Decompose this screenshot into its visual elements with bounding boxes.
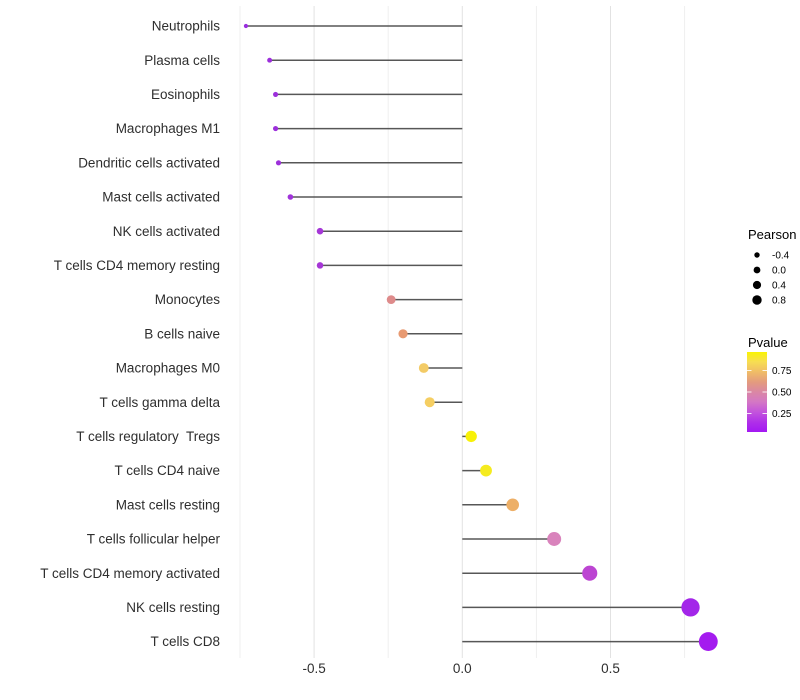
lollipop-dot bbox=[273, 126, 279, 132]
y-axis-label: Macrophages M1 bbox=[116, 121, 220, 136]
lollipop-dot bbox=[418, 363, 429, 373]
y-axis-label: T cells CD4 memory activated bbox=[40, 566, 220, 581]
lollipop-row: NK cells resting bbox=[126, 598, 700, 617]
lollipop-dot bbox=[316, 227, 324, 235]
lollipop-row: Eosinophils bbox=[151, 87, 463, 102]
lollipop-row: B cells naive bbox=[144, 326, 463, 341]
y-axis-label: Neutrophils bbox=[152, 19, 221, 34]
legend-size-dot bbox=[753, 266, 761, 274]
legend-colorbar-label: 0.25 bbox=[772, 409, 792, 420]
y-axis-label: T cells CD8 bbox=[150, 634, 220, 649]
lollipop-row: T cells CD4 naive bbox=[114, 463, 492, 478]
lollipop-row: Macrophages M1 bbox=[116, 121, 463, 136]
lollipop-row: T cells follicular helper bbox=[87, 532, 562, 547]
lollipop-row: Macrophages M0 bbox=[116, 361, 463, 376]
y-axis-label: NK cells resting bbox=[126, 600, 220, 615]
lollipop-row: Dendritic cells activated bbox=[78, 155, 463, 170]
legend-size-label: -0.4 bbox=[772, 251, 790, 262]
legend-colorbar-label: 0.50 bbox=[772, 388, 792, 399]
lollipop-dot bbox=[243, 23, 249, 29]
legend-title: Pvalue bbox=[748, 335, 788, 350]
y-axis-label: Eosinophils bbox=[151, 87, 220, 102]
legend-size-label: 0.0 bbox=[772, 266, 786, 277]
lollipop-dot bbox=[547, 532, 562, 546]
y-axis-label: T cells CD4 naive bbox=[114, 463, 220, 478]
lollipop-row: T cells gamma delta bbox=[99, 395, 463, 410]
lollipop-row: Mast cells activated bbox=[102, 190, 463, 205]
y-axis-label: T cells follicular helper bbox=[87, 532, 221, 547]
lollipop-dot bbox=[287, 194, 294, 200]
legend-size-label: 0.4 bbox=[772, 281, 786, 292]
x-axis-tick-label: -0.5 bbox=[302, 661, 325, 676]
x-axis-tick-label: 0.0 bbox=[453, 661, 472, 676]
lollipop-dot bbox=[386, 295, 396, 304]
legend-title: Pearson bbox=[748, 227, 796, 242]
lollipop-dot bbox=[698, 632, 718, 652]
lollipop-dot bbox=[275, 160, 282, 166]
lollipop-row: T cells CD4 memory resting bbox=[54, 258, 463, 273]
lollipop-row: NK cells activated bbox=[113, 224, 463, 239]
lollipop-row: Plasma cells bbox=[144, 53, 463, 68]
y-axis-label: Mast cells activated bbox=[102, 190, 220, 205]
legend-size-dot bbox=[752, 295, 762, 305]
lollipop-dot bbox=[465, 430, 477, 443]
y-axis-label: Monocytes bbox=[155, 292, 221, 307]
lollipop-dot bbox=[273, 91, 279, 97]
lollipop-dot bbox=[424, 397, 435, 408]
lollipop-row: Monocytes bbox=[155, 292, 463, 307]
lollipop-dot bbox=[681, 598, 700, 617]
lollipop-dot bbox=[398, 329, 408, 339]
x-axis-tick-label: 0.5 bbox=[601, 661, 620, 676]
y-axis-label: NK cells activated bbox=[113, 224, 220, 239]
y-axis-label: B cells naive bbox=[144, 326, 220, 341]
legend-colorbar bbox=[747, 352, 767, 432]
lollipop-dot bbox=[480, 464, 492, 477]
y-axis-label: T cells CD4 memory resting bbox=[54, 258, 220, 273]
lollipop-dot bbox=[267, 57, 273, 63]
legend-pvalue: Pvalue 0.75 0.50 0.25 bbox=[747, 335, 792, 432]
legend-size-dot bbox=[754, 252, 760, 258]
y-axis-label: Dendritic cells activated bbox=[78, 155, 220, 170]
y-axis-label: Macrophages M0 bbox=[116, 361, 220, 376]
lollipop-row: Mast cells resting bbox=[116, 497, 520, 512]
lollipop-row: T cells regulatory Tregs bbox=[76, 429, 477, 444]
lollipop-dot bbox=[582, 565, 598, 581]
y-axis-label: Mast cells resting bbox=[116, 497, 220, 512]
lollipop-dot bbox=[316, 262, 324, 269]
lollipop-row: T cells CD4 memory activated bbox=[40, 565, 598, 581]
y-axis-label: Plasma cells bbox=[144, 53, 220, 68]
lollipop-row: Neutrophils bbox=[152, 19, 463, 34]
legend-pearson: Pearson -0.4 0.0 0.4 0.8 bbox=[748, 227, 796, 307]
legend-size-label: 0.8 bbox=[772, 296, 786, 307]
y-axis-label: T cells regulatory Tregs bbox=[76, 429, 220, 444]
lollipop-row: T cells CD8 bbox=[150, 632, 718, 652]
legend-size-dot bbox=[752, 280, 762, 290]
legend-colorbar-label: 0.75 bbox=[772, 366, 792, 377]
y-axis-label: T cells gamma delta bbox=[99, 395, 220, 410]
lollipop-dot bbox=[506, 498, 520, 512]
